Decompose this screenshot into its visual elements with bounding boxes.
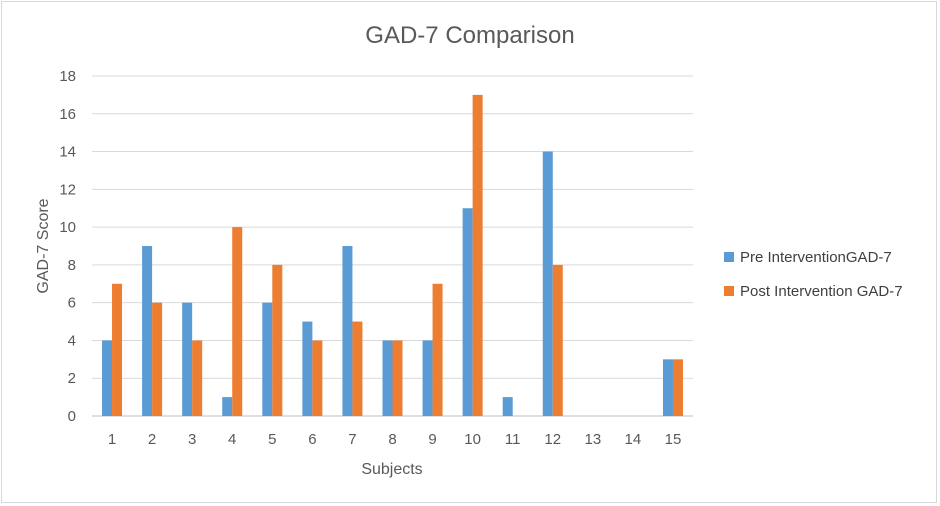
legend-label: Post Intervention GAD-7 bbox=[740, 283, 903, 300]
bar-post bbox=[432, 283, 443, 416]
y-tick-label: 6 bbox=[68, 295, 76, 312]
bar-pre bbox=[102, 340, 113, 416]
y-tick-label: 8 bbox=[68, 257, 76, 274]
bar-pre bbox=[662, 359, 673, 416]
bar-pre bbox=[502, 397, 513, 416]
bar-post bbox=[272, 264, 283, 416]
bar-post bbox=[672, 359, 683, 416]
x-tick-label: 7 bbox=[348, 431, 356, 448]
y-tick-label: 4 bbox=[68, 332, 76, 349]
x-tick-label: 6 bbox=[308, 431, 316, 448]
bar-post bbox=[192, 340, 203, 416]
x-axis-label: Subjects bbox=[361, 461, 422, 478]
bars bbox=[102, 94, 683, 417]
bar-pre bbox=[262, 302, 273, 416]
y-tick-label: 12 bbox=[59, 181, 76, 198]
y-tick-labels: 0 2 4 6 8 10 12 14 16 18 bbox=[59, 68, 76, 425]
legend-swatch bbox=[724, 286, 734, 296]
bar-pre bbox=[222, 397, 233, 416]
x-tick-label: 3 bbox=[188, 431, 196, 448]
y-tick-label: 10 bbox=[59, 219, 76, 236]
x-tick-label: 8 bbox=[388, 431, 396, 448]
bar-post bbox=[472, 94, 483, 416]
y-tick-label: 14 bbox=[59, 144, 76, 161]
bar-post bbox=[312, 340, 323, 416]
x-tick-labels: 1 2 3 4 5 6 7 8 9 10 11 12 13 14 15 bbox=[108, 431, 681, 448]
bar-post bbox=[352, 321, 363, 416]
bar-pre bbox=[302, 321, 313, 416]
x-tick-label: 14 bbox=[625, 431, 642, 448]
bar-pre bbox=[182, 302, 193, 416]
x-tick-label: 12 bbox=[544, 431, 561, 448]
x-tick-label: 1 bbox=[108, 431, 116, 448]
bar-pre bbox=[382, 340, 393, 416]
bar-pre bbox=[342, 246, 353, 416]
bar-post bbox=[152, 302, 163, 416]
bar-pre bbox=[142, 246, 153, 416]
bar-pre bbox=[422, 340, 433, 416]
bar-post bbox=[552, 264, 563, 416]
y-tick-label: 18 bbox=[59, 68, 76, 85]
y-tick-label: 16 bbox=[59, 106, 76, 123]
y-tick-label: 0 bbox=[68, 408, 76, 425]
chart-title: GAD-7 Comparison bbox=[365, 22, 574, 49]
y-axis-label: GAD-7 Score bbox=[35, 198, 52, 293]
bar-pre bbox=[542, 151, 553, 417]
bar-pre bbox=[462, 208, 473, 416]
x-tick-label: 9 bbox=[428, 431, 436, 448]
legend-label: Pre InterventionGAD-7 bbox=[740, 249, 892, 266]
x-tick-label: 10 bbox=[464, 431, 481, 448]
bar-post bbox=[232, 227, 243, 416]
legend: Pre InterventionGAD-7 Post Intervention G… bbox=[724, 249, 903, 300]
x-tick-label: 15 bbox=[665, 431, 682, 448]
x-tick-label: 11 bbox=[505, 431, 521, 448]
x-tick-label: 13 bbox=[584, 431, 601, 448]
bar-post bbox=[392, 340, 403, 416]
x-tick-label: 2 bbox=[148, 431, 156, 448]
x-tick-label: 4 bbox=[228, 431, 236, 448]
x-tick-label: 5 bbox=[268, 431, 276, 448]
bar-post bbox=[112, 283, 123, 416]
y-tick-label: 2 bbox=[68, 370, 76, 387]
legend-swatch bbox=[724, 252, 734, 262]
